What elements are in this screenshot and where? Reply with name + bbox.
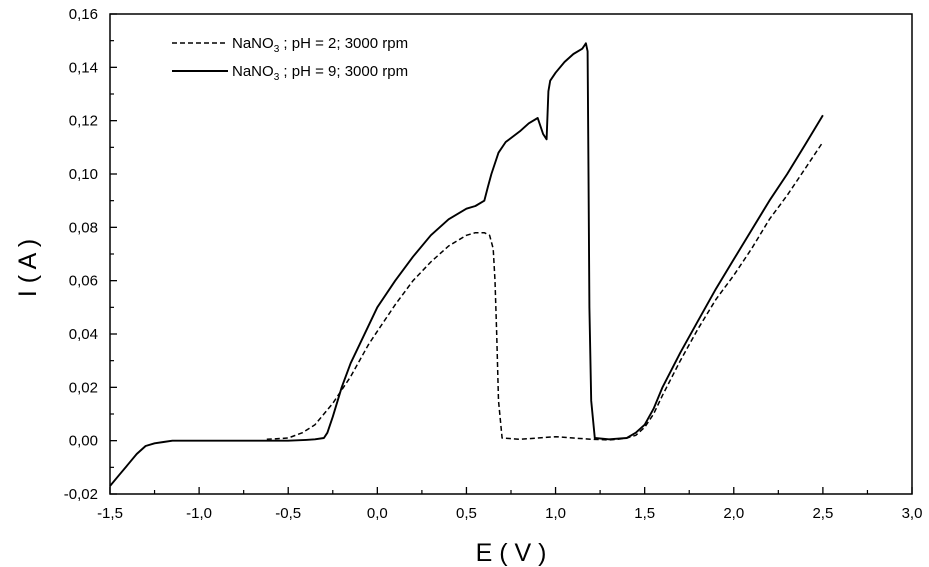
legend-label-rest: ; pH = 2; 3000 rpm (279, 35, 408, 52)
x-tick-label: 0,0 (367, 505, 388, 522)
y-tick-label: 0,04 (69, 326, 98, 343)
series-layer (109, 42, 824, 487)
legend-label-subscript: 3 (274, 72, 280, 83)
legend-label-subscript: 3 (274, 44, 280, 55)
legend-label-main: NaNO (232, 63, 274, 80)
x-tick-label: 0,5 (456, 505, 477, 522)
y-tick-label: 0,10 (69, 166, 98, 183)
y-tick-label: 0,16 (69, 6, 98, 23)
x-tick-label: -1,5 (97, 505, 123, 522)
x-tick-label: -1,0 (186, 505, 212, 522)
legend-label-main: NaNO (232, 35, 274, 52)
legend-label-rest: ; pH = 9; 3000 rpm (279, 63, 408, 80)
y-tick-label: 0,06 (69, 273, 98, 290)
legend-label: NaNO3 ; pH = 2; 3000 rpm (232, 35, 408, 55)
x-tick-label: 3,0 (902, 505, 923, 522)
x-axis-title: E ( V ) (476, 539, 547, 567)
y-tick-label: 0,02 (69, 379, 98, 396)
y-tick-label: 0,00 (69, 433, 98, 450)
x-tick-label: 2,5 (812, 505, 833, 522)
x-tick-label: 1,5 (634, 505, 655, 522)
x-axis-ticks: -1,5 -1,0 -0,5 0,0 0,5 1,0 1,5 2,0 2,5 3,0 (97, 487, 922, 522)
x-tick-label: 2,0 (723, 505, 744, 522)
series-line-ph2 (266, 141, 824, 441)
y-tick-label: 0,14 (69, 59, 98, 76)
legend-label: NaNO3 ; pH = 9; 3000 rpm (232, 63, 408, 83)
series-line-ph9 (109, 42, 824, 487)
y-tick-label: 0,12 (69, 113, 98, 130)
x-tick-label: -0,5 (275, 505, 301, 522)
y-axis-title: I ( A ) (14, 239, 42, 297)
plot-frame (109, 13, 913, 495)
y-tick-label: 0,08 (69, 219, 98, 236)
x-tick-label: 1,0 (545, 505, 566, 522)
y-axis-ticks: -0,02 0,00 0,02 0,04 0,06 0,08 0,10 0,12 0,14 0,1… (64, 6, 117, 503)
y-tick-label: -0,02 (64, 486, 98, 503)
